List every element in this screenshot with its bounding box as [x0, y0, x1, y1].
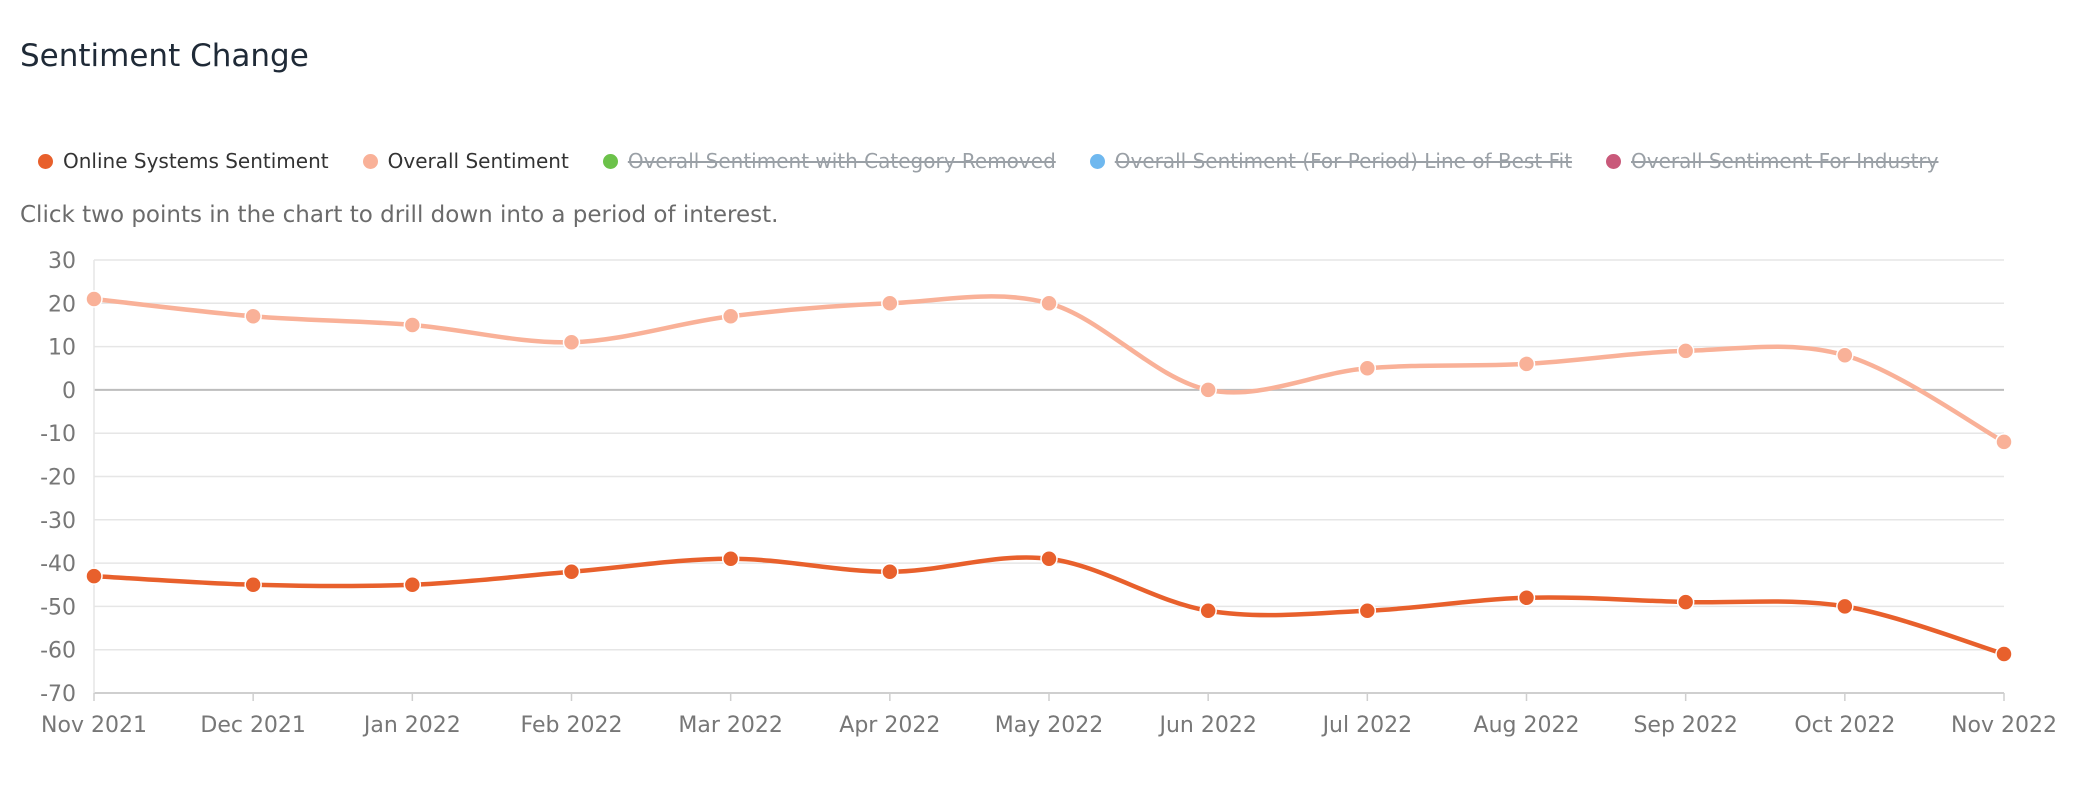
data-point[interactable]: [1040, 550, 1058, 568]
legend-label: Overall Sentiment (For Period) Line of B…: [1114, 149, 1573, 173]
x-tick-label: Nov 2021: [41, 713, 147, 738]
data-point[interactable]: [403, 576, 422, 594]
data-point[interactable]: [881, 563, 899, 581]
y-tick-label: -20: [40, 466, 76, 491]
data-point[interactable]: [244, 307, 262, 326]
legend-dot-icon: [602, 153, 618, 169]
data-point[interactable]: [562, 333, 581, 352]
legend-item[interactable]: Overall Sentiment with Category Removed: [602, 149, 1056, 173]
x-tick-label: Jul 2022: [1321, 713, 1413, 738]
x-tick-label: Jan 2022: [362, 713, 461, 738]
x-tick-label: Oct 2022: [1794, 713, 1895, 738]
x-tick-label: Nov 2022: [1951, 713, 2057, 738]
data-point[interactable]: [85, 290, 103, 308]
legend-dot-icon: [1089, 153, 1105, 169]
data-point[interactable]: [1358, 359, 1377, 377]
x-axis: Nov 2021 Dec 2021 Jan 2022 Feb 2022 Mar 2022…: [41, 693, 2057, 738]
data-point[interactable]: [1199, 601, 1217, 620]
y-tick-label: -40: [40, 552, 76, 577]
x-tick-label: Mar 2022: [678, 713, 783, 738]
data-point[interactable]: [1995, 645, 2013, 663]
series-lines[interactable]: [91, 294, 2007, 657]
data-point[interactable]: [1836, 597, 1854, 616]
x-tick-label: Feb 2022: [521, 713, 623, 738]
data-point[interactable]: [881, 294, 899, 313]
x-tick-label: Apr 2022: [839, 713, 940, 738]
data-point[interactable]: [721, 307, 740, 326]
y-tick-label: -50: [40, 595, 76, 620]
legend-item[interactable]: Overall Sentiment: [362, 149, 569, 173]
data-point[interactable]: [1517, 588, 1536, 607]
legend-label: Overall Sentiment with Category Removed: [627, 149, 1056, 173]
y-tick-label: 0: [62, 379, 76, 404]
x-tick-label: May 2022: [995, 713, 1103, 738]
data-point[interactable]: [721, 550, 740, 568]
data-point[interactable]: [562, 563, 581, 581]
y-tick-label: 30: [48, 249, 76, 274]
data-point[interactable]: [1199, 381, 1217, 399]
data-point[interactable]: [1995, 433, 2013, 451]
y-tick-label: -30: [40, 509, 76, 534]
x-tick-label: Dec 2021: [200, 713, 306, 738]
x-tick-label: Aug 2022: [1474, 713, 1580, 738]
y-tick-label: 20: [48, 292, 76, 317]
y-tick-label: -70: [40, 682, 76, 707]
series-line-1[interactable]: [91, 294, 2007, 445]
legend-dot-icon: [362, 153, 378, 169]
data-point[interactable]: [1676, 593, 1695, 611]
legend-dot-icon: [1606, 153, 1622, 169]
data-point[interactable]: [244, 576, 262, 594]
series-points[interactable]: [85, 290, 2013, 663]
x-tick-label: Jun 2022: [1157, 713, 1256, 738]
legend-item[interactable]: Overall Sentiment For Industry: [1606, 149, 1938, 173]
data-point[interactable]: [403, 316, 422, 334]
legend-label: Online Systems Sentiment: [63, 149, 329, 173]
data-point[interactable]: [85, 567, 103, 585]
x-tick-label: Sep 2022: [1633, 713, 1737, 738]
drilldown-hint: Click two points in the chart to drill d…: [20, 202, 779, 228]
legend-item[interactable]: Online Systems Sentiment: [38, 149, 329, 173]
legend-item[interactable]: Overall Sentiment (For Period) Line of B…: [1089, 149, 1573, 173]
y-tick-label: -10: [40, 422, 76, 447]
data-point[interactable]: [1836, 346, 1854, 365]
data-point[interactable]: [1358, 601, 1377, 620]
legend-label: Overall Sentiment For Industry: [1631, 149, 1939, 173]
data-point[interactable]: [1676, 342, 1695, 360]
y-axis: 30 20 10 0 -10 -20 -30 -40 -50 -60 -70: [40, 249, 76, 707]
legend-dot-icon: [38, 153, 53, 169]
y-tick-label: -60: [40, 639, 76, 664]
legend-label: Overall Sentiment: [387, 149, 569, 173]
page-title: Sentiment Change: [20, 38, 309, 74]
y-tick-label: 10: [48, 336, 76, 361]
data-point[interactable]: [1040, 294, 1058, 313]
chart-legend: Online Systems Sentiment Overall Sentimen…: [38, 146, 1972, 176]
data-point[interactable]: [1517, 355, 1536, 373]
